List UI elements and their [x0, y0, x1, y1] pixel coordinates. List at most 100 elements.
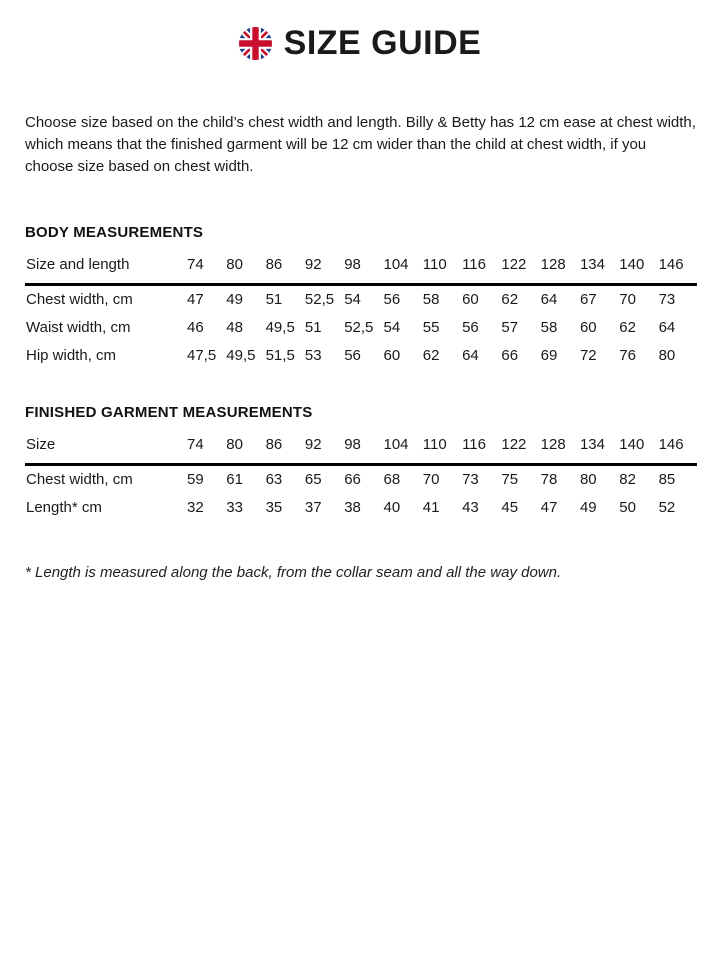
page-content: Choose size based on the child’s chest w…	[25, 112, 697, 581]
measurement-value-cell: 63	[265, 471, 283, 488]
measurement-value-cell: 75	[501, 471, 519, 488]
body-measurements-table: Size and length 74 80 86 92 98 104 110 116 122 128…	[25, 250, 697, 370]
measurement-value-cell: 64	[462, 347, 479, 364]
measurement-value-cell: 33	[226, 499, 243, 516]
measurement-value-cell: 72	[579, 347, 597, 364]
size-column-header: 140	[618, 250, 658, 286]
measurement-value-cell: 56	[383, 291, 401, 308]
measurement-value-cell: 41	[422, 499, 440, 516]
table-row: Chest width, cm 47 49 51 52,5 54 56 58 60 62 64 67 7…	[25, 285, 697, 315]
size-column-header: 122	[500, 430, 540, 466]
measurement-row-label: Chest width, cm	[26, 471, 133, 488]
measurement-value-cell: 52,5	[344, 319, 374, 336]
measurement-value-cell: 60	[462, 291, 479, 308]
measurement-value-cell: 49	[579, 499, 597, 516]
measurement-value-cell: 38	[344, 499, 361, 516]
measurement-value-cell: 52	[658, 499, 676, 516]
size-column-header: 98	[343, 430, 383, 466]
uk-flag-icon	[238, 26, 272, 60]
measurement-value-cell: 57	[501, 319, 519, 336]
size-column-header: 146	[657, 430, 697, 466]
table-header-row: Size and length 74 80 86 92 98 104 110 116 122 128…	[25, 250, 697, 286]
measurement-value-cell: 49,5	[265, 319, 295, 336]
size-column-header: 146	[657, 250, 697, 286]
size-column-header: 140	[618, 430, 658, 466]
measurement-value-cell: 70	[422, 471, 440, 488]
measurement-value-cell: 40	[383, 499, 401, 516]
measurement-value-cell: 58	[422, 291, 440, 308]
measurement-value-cell: 56	[344, 347, 361, 364]
size-column-header: 92	[303, 250, 344, 286]
size-column-header: 104	[382, 250, 422, 286]
size-column-header: 122	[500, 250, 540, 286]
measurement-value-cell: 50	[619, 499, 636, 516]
measurement-row-label: Chest width, cm	[26, 291, 133, 308]
size-column-header: 86	[264, 250, 304, 286]
finished-garment-section: FINISHED GARMENT MEASUREMENTS Size 74 80 86…	[25, 404, 697, 522]
size-column-header: 110	[421, 250, 462, 286]
measurement-value-cell: 64	[658, 319, 676, 336]
measurement-value-cell: 56	[462, 319, 479, 336]
table-row: Hip width, cm 47,5 49,5 51,5 53 56 60 62 64 66 69 7…	[25, 342, 697, 370]
body-measurements-section: BODY MEASUREMENTS Size and length 74 80 86 9…	[25, 224, 697, 370]
measurement-value-cell: 64	[540, 291, 558, 308]
measurement-value-cell: 61	[226, 471, 243, 488]
measurement-value-cell: 54	[383, 319, 401, 336]
measurement-value-cell: 51,5	[265, 347, 295, 364]
measurement-value-cell: 73	[462, 471, 479, 488]
size-column-header: 116	[461, 430, 501, 466]
measurement-value-cell: 80	[658, 347, 676, 364]
measurement-value-cell: 51	[304, 319, 322, 336]
measurement-value-cell: 70	[619, 291, 636, 308]
intro-paragraph: Choose size based on the child’s chest w…	[25, 114, 696, 175]
table-row: Chest width, cm 59 61 63 65 66 68 70 73 75 78 80 82 8…	[25, 465, 697, 495]
measurement-value-cell: 51	[265, 291, 283, 308]
measurement-value-cell: 85	[658, 471, 676, 488]
table-header-row: Size 74 80 86 92 98 104 110 116 122 128 134 140 146	[25, 430, 697, 466]
measurement-value-cell: 82	[619, 471, 636, 488]
measurement-value-cell: 45	[501, 499, 519, 516]
size-column-header: 80	[225, 430, 265, 466]
measurement-row-label: Waist width, cm	[26, 319, 131, 336]
size-column-header: 98	[343, 250, 383, 286]
length-footnote: * Length is measured along the back, fro…	[25, 564, 562, 581]
size-column-header: 86	[264, 430, 304, 466]
measurement-value-cell: 43	[462, 499, 479, 516]
table-row: Length* cm 32 33 35 37 38 40 41 43 45 47 49 50 52	[25, 494, 697, 522]
measurement-value-cell: 48	[226, 319, 243, 336]
page-title: SIZE GUIDE	[283, 24, 482, 62]
measurement-value-cell: 52,5	[304, 291, 335, 308]
finished-garment-heading: FINISHED GARMENT MEASUREMENTS	[25, 404, 313, 421]
measurement-value-cell: 69	[540, 347, 558, 364]
measurement-value-cell: 32	[187, 499, 204, 516]
size-column-header: 104	[382, 430, 422, 466]
measurement-value-cell: 67	[579, 291, 597, 308]
measurement-value-cell: 76	[619, 347, 636, 364]
size-column-header: 116	[461, 250, 501, 286]
measurement-value-cell: 66	[501, 347, 519, 364]
measurement-value-cell: 37	[304, 499, 322, 516]
table-row: Waist width, cm 46 48 49,5 51 52,5 54 55 56 57 58 6…	[25, 314, 697, 342]
size-column-header: 74	[186, 250, 226, 286]
size-column-header: 134	[578, 250, 619, 286]
measurement-value-cell: 54	[344, 291, 361, 308]
size-column-header: 128	[539, 430, 579, 466]
measurement-value-cell: 62	[619, 319, 636, 336]
size-column-header: 92	[303, 430, 344, 466]
measurement-value-cell: 35	[265, 499, 283, 516]
size-column-header: 80	[225, 250, 265, 286]
measurement-row-label: Hip width, cm	[26, 347, 117, 364]
measurement-value-cell: 55	[422, 319, 440, 336]
size-column-header: 128	[539, 250, 579, 286]
measurement-value-cell: 47	[187, 291, 204, 308]
measurement-value-cell: 73	[658, 291, 676, 308]
finished-garment-table: Size 74 80 86 92 98 104 110 116 122 128 134 140 146 C…	[25, 430, 697, 522]
title-block: SIZE GUIDE	[0, 0, 720, 60]
measurement-value-cell: 49	[226, 291, 243, 308]
measurement-value-cell: 65	[304, 471, 322, 488]
size-column-header: 134	[578, 430, 619, 466]
measurement-value-cell: 60	[383, 347, 401, 364]
measurement-value-cell: 46	[187, 319, 204, 336]
measurement-value-cell: 62	[422, 347, 440, 364]
measurement-value-cell: 66	[344, 471, 361, 488]
